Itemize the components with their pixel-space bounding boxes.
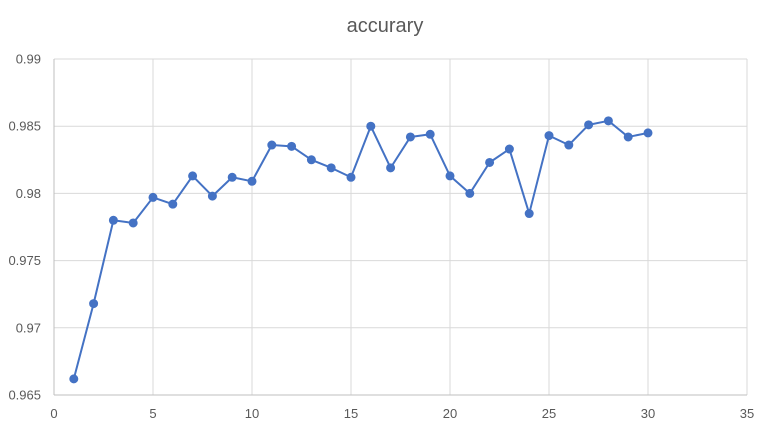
data-point (504, 144, 514, 154)
data-point (445, 171, 455, 181)
x-tick-label: 20 (443, 406, 457, 421)
data-point (366, 121, 376, 131)
data-point (148, 192, 158, 202)
y-tick-label: 0.985 (8, 119, 41, 134)
data-point (603, 116, 613, 126)
x-tick-label: 35 (740, 406, 754, 421)
x-tick-label: 15 (344, 406, 358, 421)
x-tick-label: 25 (542, 406, 556, 421)
x-tick-label: 5 (149, 406, 156, 421)
data-point (108, 215, 118, 225)
x-tick-label: 0 (50, 406, 57, 421)
x-tick-label: 10 (245, 406, 259, 421)
data-point (485, 157, 495, 167)
y-tick-label: 0.975 (8, 253, 41, 268)
chart-title: accurary (347, 15, 424, 37)
grid-lines (54, 58, 748, 395)
data-point (168, 199, 178, 209)
data-point (405, 132, 415, 142)
series-line (72, 119, 649, 380)
series-layer (69, 116, 653, 384)
data-point (306, 155, 316, 165)
data-point (188, 171, 198, 181)
data-point (128, 218, 138, 228)
data-point (425, 129, 435, 139)
tick-labels: 0.965 0.97 0.975 0.98 0.985 0.99 0 5 10 15 20 25 30 3… (8, 52, 754, 422)
data-point (69, 374, 79, 384)
data-point (227, 172, 237, 182)
data-point (287, 141, 297, 151)
data-point (207, 191, 217, 201)
data-point (544, 131, 554, 141)
x-tick-label: 30 (641, 406, 655, 421)
data-point (346, 172, 356, 182)
data-point (267, 140, 277, 150)
y-tick-label: 0.98 (16, 186, 41, 201)
data-point (465, 188, 475, 198)
data-point (564, 140, 574, 150)
y-tick-label: 0.965 (8, 388, 41, 403)
data-point (247, 176, 257, 186)
data-point (643, 128, 653, 138)
axes (53, 59, 747, 396)
y-tick-label: 0.97 (16, 320, 41, 335)
data-point (584, 120, 594, 130)
data-point (524, 209, 534, 219)
data-point (89, 299, 99, 309)
data-point (386, 163, 396, 173)
data-point (326, 163, 336, 173)
data-point (623, 132, 633, 142)
y-tick-label: 0.99 (16, 52, 41, 67)
